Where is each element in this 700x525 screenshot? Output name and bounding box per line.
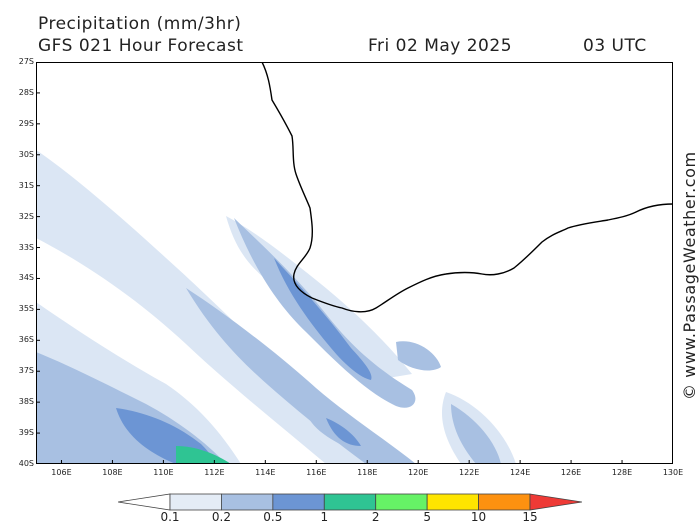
lon-label: 120E [408,468,429,477]
lat-label: 39S [18,428,34,438]
colorbar [118,493,582,511]
lon-label: 118E [357,468,378,477]
lon-label: 126E [560,468,582,477]
forecast-date: Fri 02 May 2025 [368,36,513,56]
colorbar-high-arrow [529,493,582,511]
precip-green-areas [176,446,231,464]
colorbar-label: 2 [371,510,380,524]
colorbar-low-arrow [118,493,171,511]
colorbar-segment [323,493,377,511]
colorbar-label: 0.2 [211,510,231,524]
lat-label: 35S [18,304,34,314]
lat-label: 37S [18,366,34,376]
lat-label: 31S [18,180,34,190]
colorbar-label: 1 [320,510,329,524]
lon-label: 106E [51,468,72,477]
lat-label: 34S [18,273,34,283]
lat-label: 33S [18,242,34,252]
lon-label: 128E [611,468,633,477]
watermark: © www.PassageWeather.com [680,151,699,400]
colorbar-segment [272,493,325,511]
lat-label: 32S [18,211,34,221]
precipitation-map [36,62,673,464]
lon-label: 108E [102,468,123,477]
lat-label: 36S [18,335,34,345]
colorbar-label: 0.1 [160,510,180,524]
lon-label: 110E [153,468,174,477]
lon-label: 124E [509,468,531,477]
colorbar-segment [221,493,274,511]
colorbar-segment [169,493,222,511]
lat-label: 28S [18,87,34,97]
colorbar-label: 10 [470,510,487,524]
lat-label: 30S [18,149,34,159]
lon-label: 112E [204,468,225,477]
lon-label: 130E [662,468,684,477]
colorbar-label: 15 [522,510,538,524]
colorbar-segment [478,493,531,511]
coastline [261,62,673,313]
colorbar-segment [375,493,428,511]
colorbar-segment [426,493,479,511]
colorbar-label: 5 [423,510,431,524]
lat-label: 38S [18,397,34,407]
colorbar-label: 0.5 [263,510,283,524]
forecast-time: 03 UTC [583,36,647,56]
lon-label: 114E [255,468,276,477]
precip-medium-areas [36,218,501,464]
lat-label: 27S [18,57,34,66]
lon-label: 116E [306,468,327,477]
forecast-label: GFS 021 Hour Forecast [38,36,244,56]
lat-label: 40S [18,459,34,468]
map-title: Precipitation (mm/3hr) [38,14,242,34]
lat-label: 29S [18,118,34,128]
lon-label: 122E [458,468,480,477]
